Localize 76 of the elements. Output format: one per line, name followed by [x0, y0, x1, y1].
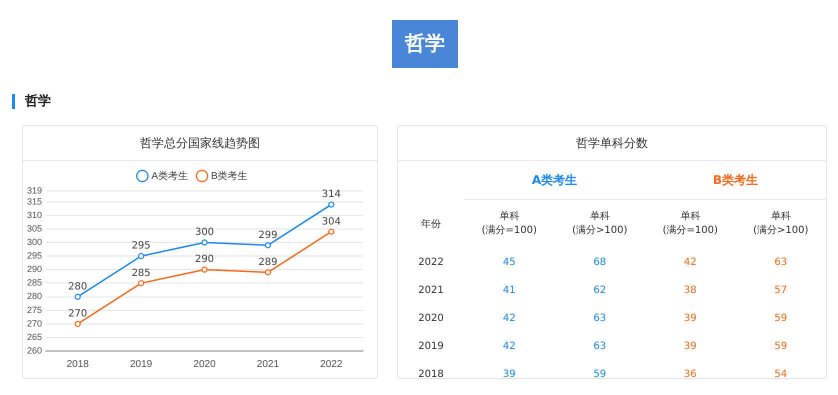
data-label: 59 — [592, 368, 608, 382]
data-label: 54 — [773, 368, 788, 382]
data-label: 289 — [258, 256, 278, 268]
y-tick-label: 265 — [26, 332, 42, 342]
data-label: 59 — [773, 312, 788, 326]
text: 哲学 — [392, 20, 458, 68]
y-tick-label: 260 — [26, 345, 42, 356]
data-label: 36 — [682, 368, 698, 382]
chart-title: 哲学单科分数 — [398, 126, 826, 161]
y-tick-label: 315 — [26, 196, 42, 206]
data-label: 39 — [502, 368, 517, 382]
text: 哲学 — [12, 94, 51, 109]
data-label: 290 — [194, 254, 214, 266]
y-tick-label: 319 — [26, 185, 42, 196]
data-label: 39 — [682, 312, 698, 326]
x-tick-label: 单科 (满分=100) — [662, 210, 719, 238]
legend-label: A类考生 — [151, 170, 188, 182]
y-tick-label: 300 — [26, 237, 42, 248]
data-label: 42 — [502, 312, 517, 326]
y-tick-label: 280 — [26, 291, 42, 302]
y-tick-label: 270 — [26, 318, 42, 328]
data-label: 39 — [682, 340, 698, 354]
data-label: 42 — [682, 256, 698, 270]
x-tick-label: 2022 — [320, 358, 343, 370]
data-label: 295 — [132, 240, 151, 252]
x-tick-label: 单科 (满分>100) — [752, 210, 810, 238]
x-tick-label: 单科 (满分=100) — [480, 210, 538, 238]
chart-title: 哲学总分国家线趋势图 — [23, 126, 377, 161]
point — [74, 294, 81, 300]
point — [138, 252, 144, 260]
y-axis-title: 年份 — [420, 218, 442, 232]
y-tick-label: 2019 — [417, 340, 445, 354]
data-label: 62 — [592, 284, 608, 298]
y-tick-label: 295 — [26, 250, 42, 261]
x-tick-label: 2020 — [193, 358, 216, 370]
data-label: 38 — [682, 284, 698, 298]
point — [201, 239, 208, 246]
y-tick-label: 310 — [26, 210, 42, 220]
x-tick-label: 2019 — [130, 358, 153, 370]
data-label: 285 — [132, 268, 151, 279]
data-label: 57 — [773, 284, 788, 298]
point — [74, 320, 81, 327]
point — [264, 242, 272, 248]
text: B类考生 — [645, 161, 826, 200]
x-tick-label: 单科 (满分>100) — [571, 210, 628, 238]
data-label: 299 — [258, 230, 278, 241]
data-label: 314 — [322, 189, 341, 200]
data-label: 280 — [68, 281, 88, 292]
data-label: 41 — [502, 284, 517, 298]
data-label: 45 — [502, 256, 517, 270]
y-tick-label: 2018 — [417, 368, 445, 382]
data-label: 42 — [502, 340, 517, 354]
data-label: 63 — [592, 340, 608, 354]
y-tick-label: 305 — [26, 223, 42, 234]
data-label: 300 — [194, 227, 214, 238]
data-label: 59 — [773, 340, 788, 354]
data-label: 63 — [592, 312, 608, 326]
y-tick-label: 2022 — [417, 256, 445, 270]
data-label: 68 — [592, 256, 608, 270]
y-tick-label: 2020 — [417, 312, 445, 326]
y-tick-label: 290 — [26, 264, 42, 274]
point — [138, 280, 144, 286]
y-tick-label: 275 — [26, 304, 42, 315]
x-tick-label: 2021 — [256, 358, 280, 370]
data-label: 304 — [322, 216, 341, 228]
point — [201, 266, 208, 273]
y-tick-label: 285 — [26, 278, 42, 288]
text: A类考生 — [464, 161, 645, 200]
point — [264, 269, 272, 276]
x-tick-label: 2018 — [66, 358, 90, 370]
data-label: 63 — [773, 256, 788, 270]
point — [328, 201, 334, 208]
point — [328, 228, 334, 235]
y-tick-label: 2021 — [417, 284, 445, 298]
data-label: 270 — [68, 308, 88, 320]
legend-label: B类考生 — [211, 170, 248, 182]
